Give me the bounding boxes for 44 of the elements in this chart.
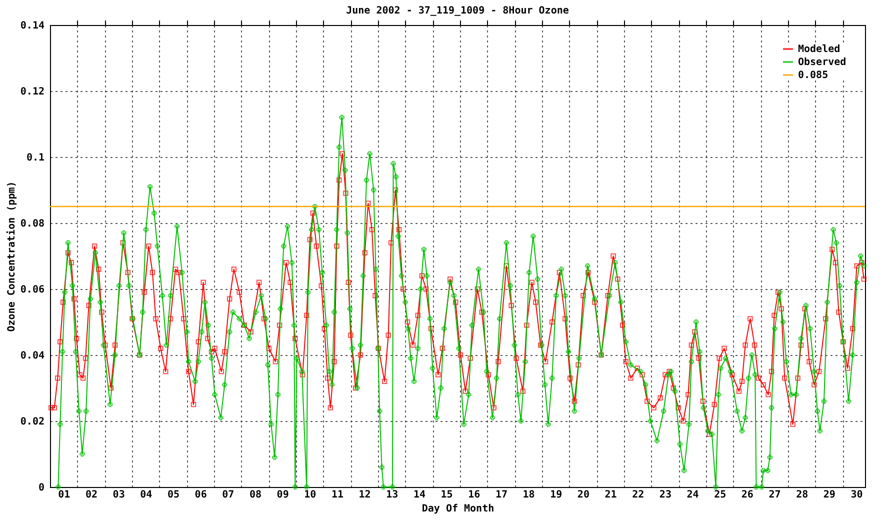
legend-label: Observed — [798, 57, 846, 68]
x-tick-label: 26 — [741, 490, 754, 500]
x-tick-label: 05 — [167, 490, 180, 500]
x-tick-label: 06 — [194, 490, 207, 500]
x-tick-label: 02 — [85, 490, 98, 500]
x-tick-label: 10 — [304, 490, 316, 500]
y-tick-label: 0.14 — [20, 20, 44, 32]
x-tick-label: 21 — [604, 490, 617, 500]
y-axis-title: Ozone Concentration (ppm) — [5, 181, 18, 332]
x-tick-label: 09 — [276, 490, 289, 500]
x-tick-label: 08 — [249, 490, 262, 500]
x-tick-label: 13 — [386, 490, 398, 500]
legend-label: 0.085 — [798, 70, 828, 81]
x-tick-label: 19 — [550, 490, 562, 500]
x-tick-label: 25 — [714, 490, 726, 500]
y-tick-label: 0.02 — [20, 416, 44, 428]
y-tick-label: 0.1 — [26, 152, 44, 164]
y-tick-label: 0.06 — [20, 284, 44, 296]
x-tick-label: 22 — [632, 490, 644, 500]
x-tick-label: 07 — [222, 490, 234, 500]
chart-title: June 2002 - 37_119_1009 - 8Hour Ozone — [346, 6, 569, 16]
x-tick-label: 12 — [358, 490, 371, 500]
x-tick-label: 20 — [577, 490, 590, 500]
x-tick-label: 15 — [440, 490, 453, 500]
y-tick-label: 0.04 — [20, 350, 44, 362]
y-tick-label: 0.08 — [20, 218, 44, 230]
x-tick-label: 11 — [331, 490, 344, 500]
legend-label: Modeled — [798, 44, 840, 55]
x-tick-label: 03 — [112, 490, 125, 500]
x-tick-label: 29 — [823, 490, 836, 500]
x-axis-title: Day Of Month — [422, 504, 494, 514]
x-tick-label: 17 — [495, 490, 508, 500]
x-tick-label: 16 — [468, 490, 480, 500]
x-tick-label: 04 — [140, 490, 152, 500]
x-tick-label: 14 — [413, 490, 426, 500]
x-tick-label: 27 — [768, 490, 781, 500]
x-tick-label: 30 — [850, 490, 863, 500]
x-tick-label: 01 — [58, 490, 70, 500]
x-tick-label: 23 — [659, 490, 672, 500]
x-tick-label: 28 — [796, 490, 808, 500]
y-tick-label: 0.12 — [20, 86, 44, 98]
x-tick-label: 24 — [686, 490, 699, 500]
x-tick-label: 18 — [522, 490, 535, 500]
y-tick-label: 0 — [38, 482, 44, 494]
